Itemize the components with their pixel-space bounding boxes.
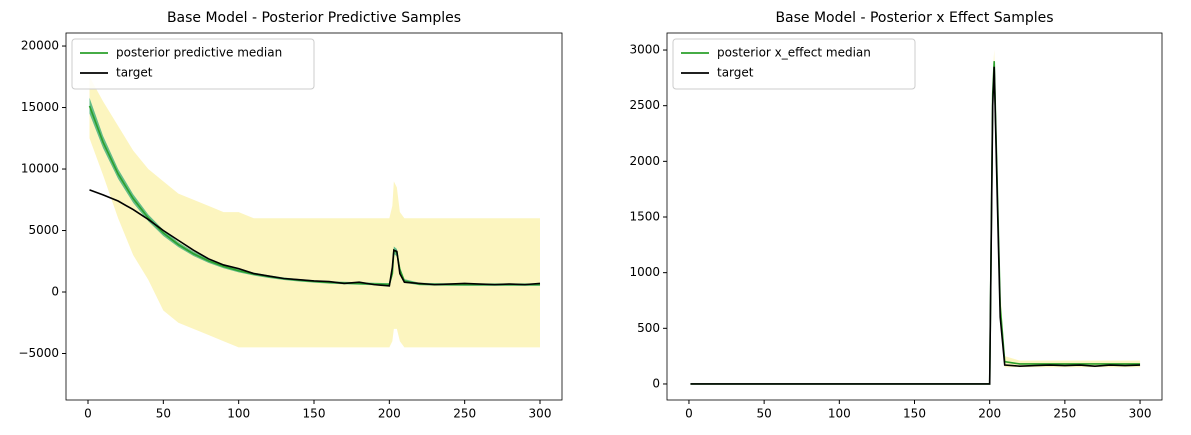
legend-label: target bbox=[717, 66, 754, 80]
y-tick-label: 2000 bbox=[629, 154, 660, 168]
plot-area bbox=[88, 76, 541, 348]
chart-title: Base Model - Posterior x Effect Samples bbox=[775, 10, 1053, 26]
y-tick-label: −5000 bbox=[18, 346, 59, 360]
sample-band bbox=[89, 76, 541, 348]
x-tick-label: 250 bbox=[1053, 407, 1076, 421]
y-tick-label: 2500 bbox=[629, 98, 660, 112]
x-tick-label: 0 bbox=[685, 407, 693, 421]
legend-box bbox=[71, 38, 315, 90]
legend-label: posterior x_effect median bbox=[717, 46, 871, 60]
legend: posterior x_effect median target bbox=[672, 38, 916, 90]
series-line bbox=[89, 189, 541, 287]
y-tick-label: 500 bbox=[637, 321, 660, 335]
series-line bbox=[690, 61, 1141, 385]
y-tick-label: 15000 bbox=[21, 100, 59, 114]
legend-label: target bbox=[116, 66, 153, 80]
sample-band bbox=[690, 50, 1141, 384]
panel: 0 50 100 150 200 250 300 −5000 0 5000 10000 15000 20… bbox=[18, 10, 563, 421]
y-tick-label: 3000 bbox=[629, 43, 660, 57]
y-tick-label: 0 bbox=[652, 376, 660, 390]
x-tick-label: 300 bbox=[1129, 407, 1152, 421]
x-tick-label: 300 bbox=[529, 407, 552, 421]
y-tick-label: 5000 bbox=[28, 223, 59, 237]
y-tick-label: 10000 bbox=[21, 162, 59, 176]
x-tick-label: 250 bbox=[453, 407, 476, 421]
y-tick-label: 20000 bbox=[21, 39, 59, 53]
x-tick-label: 100 bbox=[227, 407, 250, 421]
x-tick-label: 50 bbox=[156, 407, 171, 421]
y-tick-label: 1500 bbox=[629, 210, 660, 224]
legend-label: posterior predictive median bbox=[116, 46, 282, 60]
legend: posterior predictive median target bbox=[71, 38, 315, 90]
chart-title: Base Model - Posterior Predictive Sample… bbox=[167, 10, 461, 26]
legend-box bbox=[672, 38, 916, 90]
series-line bbox=[690, 66, 1141, 385]
plot-area bbox=[690, 50, 1141, 385]
y-tick-label: 1000 bbox=[629, 265, 660, 279]
x-tick-label: 50 bbox=[756, 407, 771, 421]
panel: 0 50 100 150 200 250 3000500100015002000250030… bbox=[629, 10, 1163, 421]
y-tick-label: 0 bbox=[51, 285, 59, 299]
x-tick-label: 200 bbox=[378, 407, 401, 421]
x-tick-label: 0 bbox=[84, 407, 92, 421]
x-tick-label: 150 bbox=[303, 407, 326, 421]
x-tick-label: 100 bbox=[828, 407, 851, 421]
x-tick-label: 200 bbox=[978, 407, 1001, 421]
x-tick-label: 150 bbox=[903, 407, 926, 421]
